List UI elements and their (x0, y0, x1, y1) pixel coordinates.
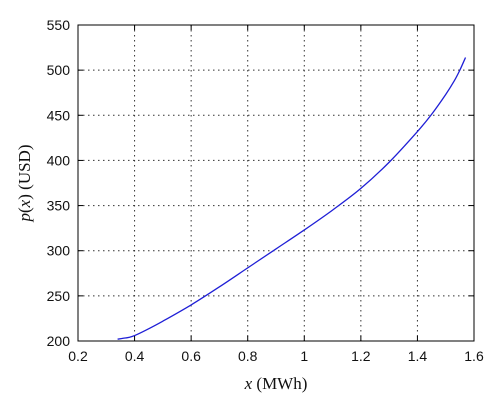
grid-lines (78, 25, 474, 341)
plot-frame (77, 24, 475, 342)
y-axis-open-paren: ( (15, 207, 34, 213)
x-tick-label: 1.4 (408, 348, 428, 364)
y-tick-label: 450 (47, 107, 71, 123)
series-layer (117, 57, 467, 340)
y-tick-label: 200 (47, 333, 71, 349)
y-tick-label: 500 (47, 62, 71, 78)
x-tick-label: 1.6 (464, 348, 484, 364)
y-tick-label: 350 (47, 198, 71, 214)
x-tick-label: 1.2 (351, 348, 371, 364)
y-tick-label: 300 (47, 243, 71, 259)
series-line (117, 57, 467, 340)
y-tick-label: 250 (47, 288, 71, 304)
y-tick-label: 400 (47, 152, 71, 168)
y-axis-label: p(x) (USD) (15, 145, 34, 223)
axis-ticks: 0.2 0.4 0.6 0.8 1 1.2 1.4 1.6 200 250 300 350 400 450… (47, 17, 484, 364)
x-tick-label: 0.4 (125, 348, 145, 364)
x-tick-label: 0.8 (238, 348, 258, 364)
y-axis-argument: x (15, 199, 34, 208)
x-axis-variable: x (244, 374, 253, 393)
x-tick-label: 0.6 (181, 348, 201, 364)
y-tick-label: 550 (47, 17, 71, 33)
y-axis-close-paren: ) (15, 194, 34, 200)
y-axis-function: p (15, 213, 34, 223)
x-tick-label: 0.2 (68, 348, 88, 364)
x-tick-label: 1 (300, 348, 308, 364)
x-axis-unit: (MWh) (252, 374, 307, 393)
y-axis-unit: (USD) (15, 145, 34, 195)
x-axis-label: x (MWh) (244, 374, 308, 393)
